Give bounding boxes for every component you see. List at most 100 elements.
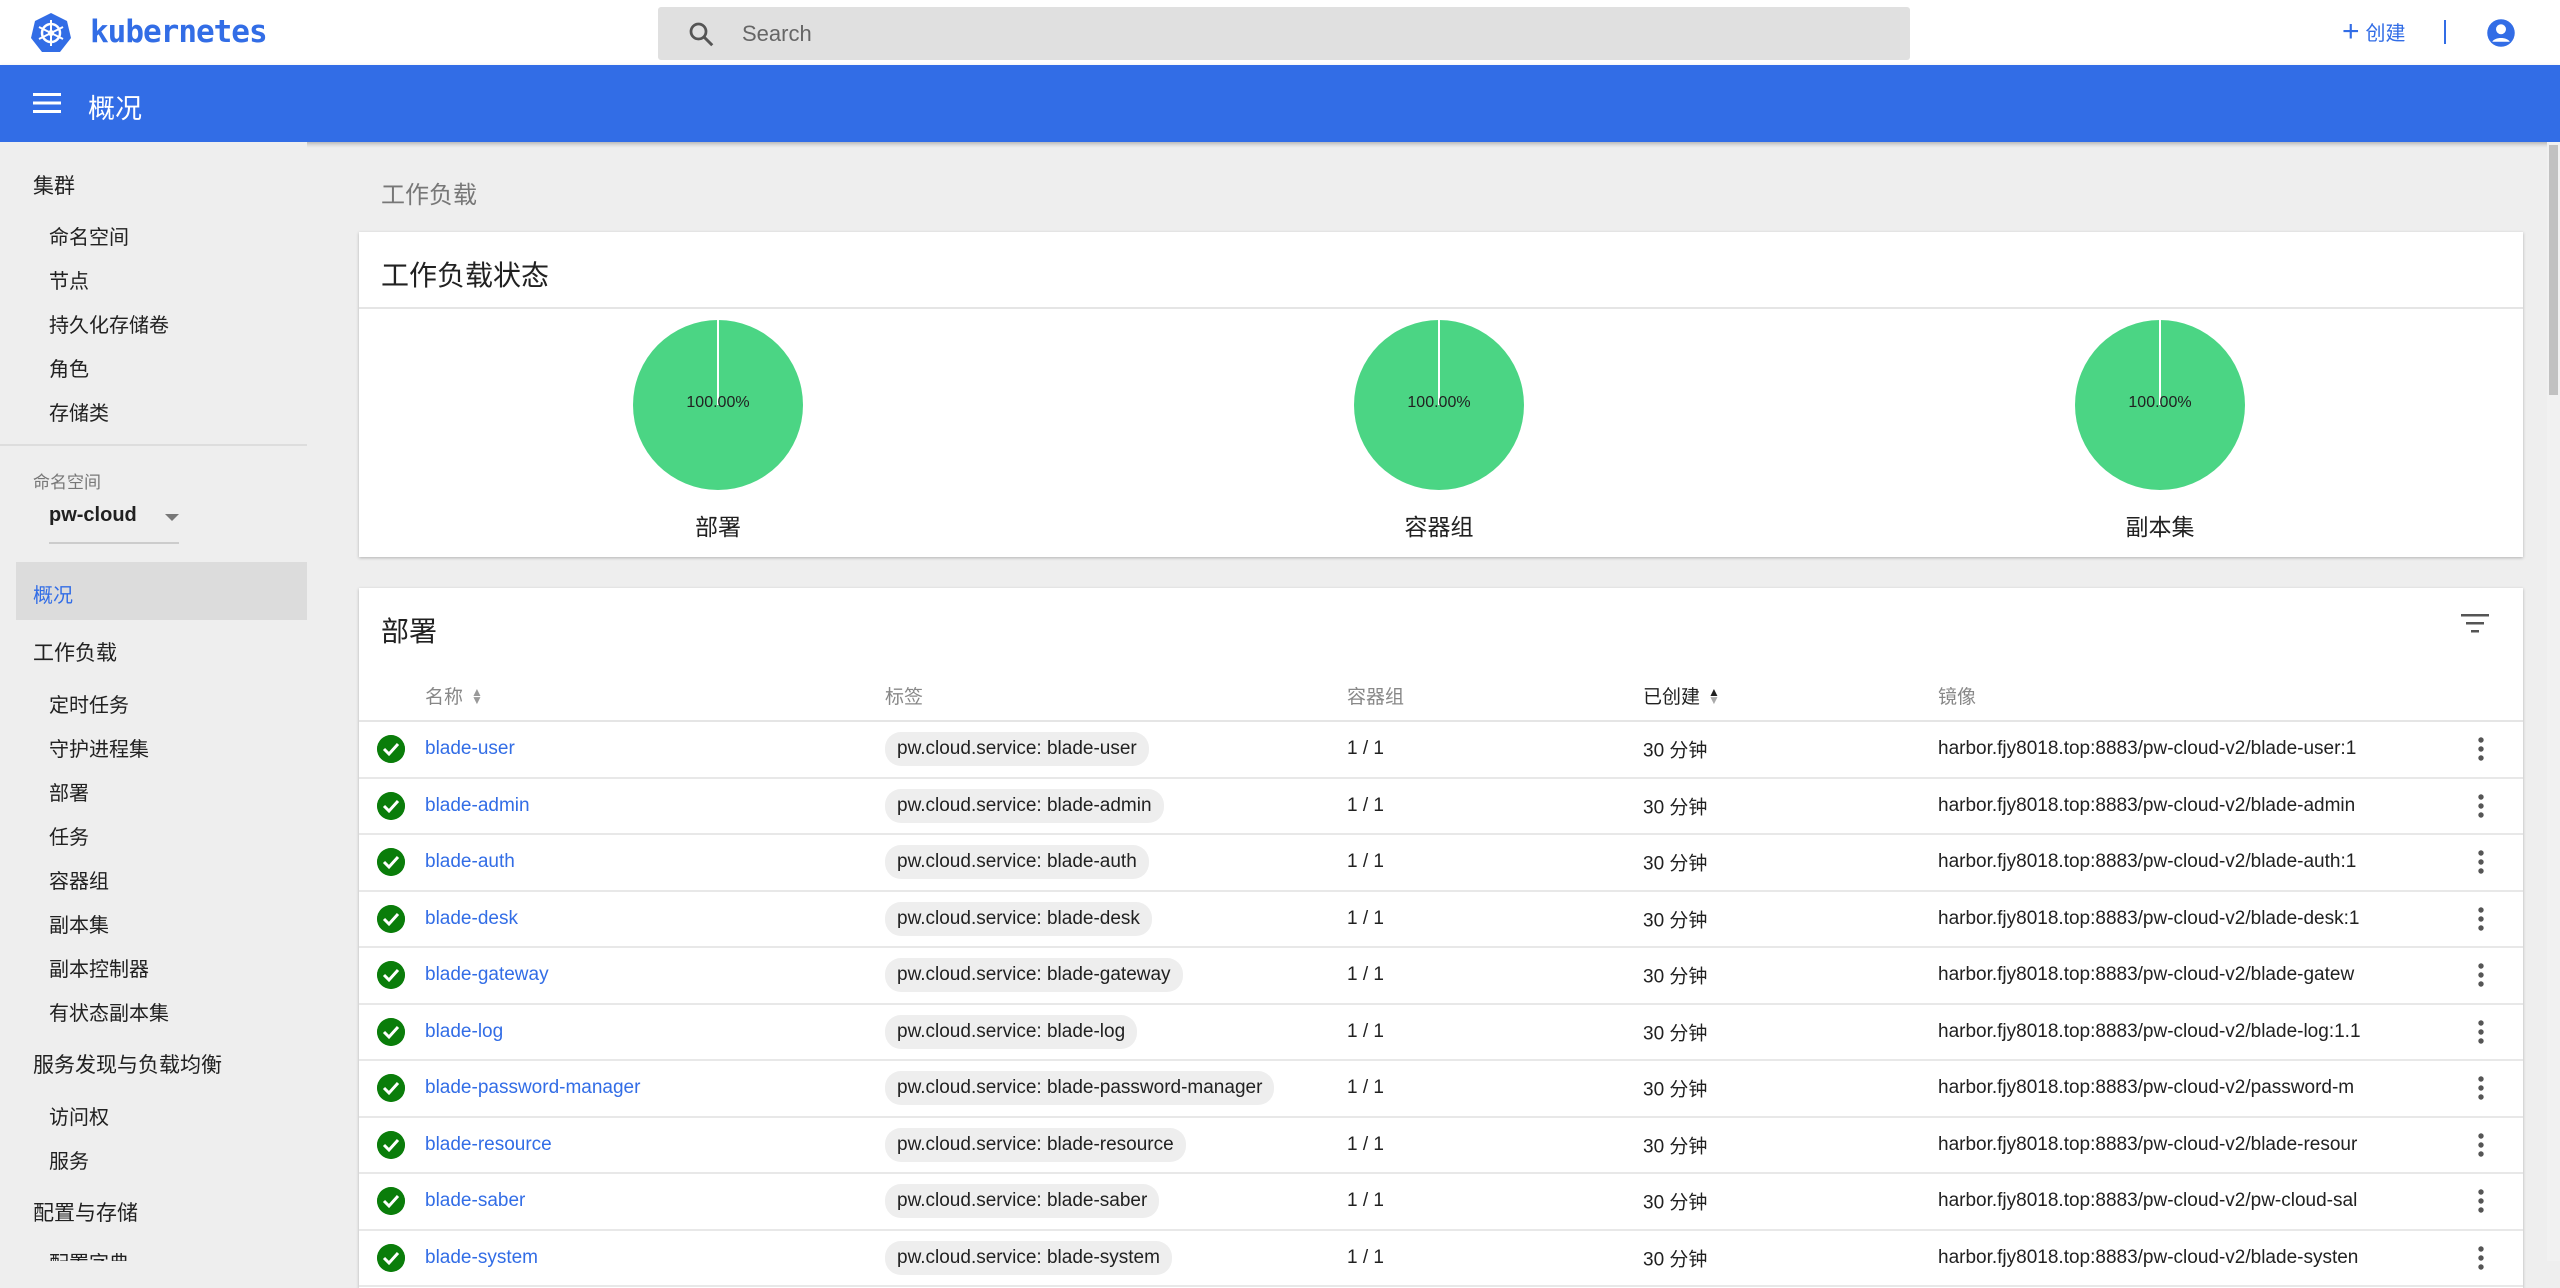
- pie-caption[interactable]: 部署: [695, 514, 741, 540]
- pods-count: 1 / 1: [1347, 1133, 1384, 1155]
- sidebar-item-services[interactable]: 服务: [49, 1151, 89, 1173]
- label-chip: pw.cloud.service: blade-user: [885, 732, 1149, 767]
- image-name: harbor.fjy8018.top:8883/pw-cloud-v2/blad…: [1938, 794, 2356, 816]
- sidebar: 集群 命名空间 节点 持久化存储卷 角色 存储类 命名空间 pw-cloud 概…: [0, 142, 307, 1261]
- table-row[interactable]: blade-resource pw.cloud.service: blade-r…: [359, 1118, 2523, 1174]
- scrollbar-thumb[interactable]: [2549, 145, 2558, 395]
- sidebar-item-replication-controllers[interactable]: 副本控制器: [49, 959, 149, 981]
- column-header-pods: 容器组: [1347, 687, 1405, 708]
- workload-status-card: 工作负载状态 100.00% 部署 100.00% 容器组 100.00% 副本…: [359, 232, 2523, 557]
- status-ok-icon: [377, 1130, 405, 1159]
- created-age: 30 分钟: [1643, 797, 1708, 819]
- pods-count: 1 / 1: [1347, 1077, 1384, 1099]
- column-header-name[interactable]: 名称 ▲ ▼: [425, 682, 483, 709]
- top-bar: kubernetes +创建: [0, 0, 2560, 65]
- table-row[interactable]: blade-gateway pw.cloud.service: blade-ga…: [359, 948, 2523, 1005]
- menu-icon[interactable]: [33, 92, 61, 114]
- more-options-icon[interactable]: [2477, 906, 2485, 932]
- more-options-icon[interactable]: [2477, 1075, 2485, 1101]
- sidebar-section-config[interactable]: 配置与存储: [33, 1202, 138, 1225]
- sidebar-item-daemon-sets[interactable]: 守护进程集: [49, 739, 149, 761]
- table-row[interactable]: blade-desk pw.cloud.service: blade-desk …: [359, 892, 2523, 948]
- deployment-name-link[interactable]: blade-password-manager: [425, 1077, 641, 1099]
- more-options-icon[interactable]: [2477, 1019, 2485, 1045]
- image-name: harbor.fjy8018.top:8883/pw-cloud-v2/blad…: [1938, 1020, 2361, 1042]
- sort-icon: ▲ ▼: [471, 684, 483, 707]
- image-name: harbor.fjy8018.top:8883/pw-cloud-v2/blad…: [1938, 1246, 2359, 1268]
- search-input[interactable]: [742, 20, 1742, 47]
- sidebar-section-cluster[interactable]: 集群: [33, 175, 75, 198]
- table-row[interactable]: blade-saber pw.cloud.service: blade-sabe…: [359, 1174, 2523, 1231]
- column-header-created[interactable]: 已创建 ▲ ▼: [1643, 682, 1720, 709]
- deployment-name-link[interactable]: blade-user: [425, 738, 515, 760]
- create-button[interactable]: + 创建: [2342, 16, 2406, 46]
- sidebar-item-deployments[interactable]: 部署: [49, 783, 89, 805]
- label-chip: pw.cloud.service: blade-resource: [885, 1127, 1186, 1162]
- header-label: 名称: [425, 687, 464, 708]
- deployment-name-link[interactable]: blade-auth: [425, 851, 515, 873]
- created-age: 30 分钟: [1643, 853, 1708, 875]
- sidebar-item-storage-classes[interactable]: 存储类: [49, 403, 109, 425]
- status-ok-icon: [377, 791, 405, 820]
- more-options-icon[interactable]: [2477, 962, 2485, 988]
- sidebar-item-nodes[interactable]: 节点: [49, 271, 89, 293]
- namespace-value: pw-cloud: [49, 504, 137, 526]
- column-header-labels: 标签: [885, 687, 924, 708]
- brand-name[interactable]: kubernetes: [90, 14, 268, 50]
- status-ok-icon: [377, 904, 405, 933]
- created-age: 30 分钟: [1643, 966, 1708, 988]
- more-options-icon[interactable]: [2477, 849, 2485, 875]
- table-row[interactable]: blade-user pw.cloud.service: blade-user …: [359, 722, 2523, 779]
- deployment-name-link[interactable]: blade-resource: [425, 1133, 552, 1155]
- sidebar-item-ingresses[interactable]: 访问权: [49, 1107, 109, 1129]
- deployment-name-link[interactable]: blade-gateway: [425, 964, 549, 986]
- table-row[interactable]: blade-auth pw.cloud.service: blade-auth …: [359, 835, 2523, 892]
- deployment-name-link[interactable]: blade-system: [425, 1246, 538, 1268]
- pie-caption[interactable]: 副本集: [2125, 514, 2195, 540]
- label-chip: pw.cloud.service: blade-auth: [885, 845, 1149, 880]
- sidebar-item-overview[interactable]: 概况: [16, 562, 307, 620]
- sidebar-section-discovery[interactable]: 服务发现与负载均衡: [33, 1054, 222, 1077]
- sidebar-item-persistent-volumes[interactable]: 持久化存储卷: [49, 315, 169, 337]
- kubernetes-logo-icon[interactable]: [30, 12, 72, 54]
- label-chip: pw.cloud.service: blade-saber: [885, 1184, 1160, 1219]
- search-bar[interactable]: [658, 7, 1910, 60]
- sidebar-item-pods[interactable]: 容器组: [49, 871, 109, 893]
- account-icon[interactable]: [2486, 18, 2516, 48]
- sidebar-item-roles[interactable]: 角色: [49, 359, 89, 381]
- created-age: 30 分钟: [1643, 1136, 1708, 1158]
- deployment-name-link[interactable]: blade-desk: [425, 907, 518, 929]
- deployment-name-link[interactable]: blade-log: [425, 1020, 504, 1042]
- sidebar-section-workloads[interactable]: 工作负载: [33, 642, 117, 665]
- overview-label: 概况: [33, 585, 73, 607]
- sidebar-item-config-maps[interactable]: 配置字典: [49, 1247, 129, 1261]
- more-options-icon[interactable]: [2477, 736, 2485, 762]
- more-options-icon[interactable]: [2477, 1188, 2485, 1214]
- sidebar-item-replica-sets[interactable]: 副本集: [49, 915, 109, 937]
- table-row[interactable]: blade-log pw.cloud.service: blade-log 1 …: [359, 1005, 2523, 1061]
- card-title: 部署: [381, 616, 438, 647]
- image-name: harbor.fjy8018.top:8883/pw-cloud-v2/pass…: [1938, 1077, 2355, 1099]
- table-row[interactable]: blade-system pw.cloud.service: blade-sys…: [359, 1231, 2523, 1287]
- deployment-name-link[interactable]: blade-admin: [425, 794, 530, 816]
- filter-icon[interactable]: [2461, 612, 2489, 634]
- pie-chart: [633, 320, 803, 490]
- more-options-icon[interactable]: [2477, 1132, 2485, 1158]
- sidebar-item-namespaces[interactable]: 命名空间: [49, 227, 129, 249]
- create-label: 创建: [2365, 23, 2406, 45]
- more-options-icon[interactable]: [2477, 1245, 2485, 1271]
- sidebar-item-jobs[interactable]: 任务: [49, 827, 89, 849]
- deployment-name-link[interactable]: blade-saber: [425, 1190, 526, 1212]
- header-label: 已创建: [1643, 687, 1701, 708]
- sidebar-item-stateful-sets[interactable]: 有状态副本集: [49, 1003, 169, 1025]
- table-row[interactable]: blade-admin pw.cloud.service: blade-admi…: [359, 779, 2523, 835]
- scrollbar[interactable]: [2547, 142, 2560, 1261]
- namespace-select[interactable]: pw-cloud: [49, 504, 179, 544]
- sidebar-item-cron-jobs[interactable]: 定时任务: [49, 695, 129, 717]
- more-options-icon[interactable]: [2477, 793, 2485, 819]
- table-row[interactable]: blade-password-manager pw.cloud.service:…: [359, 1061, 2523, 1118]
- pie-caption[interactable]: 容器组: [1404, 514, 1474, 540]
- status-ok-icon: [377, 1074, 405, 1103]
- pods-count: 1 / 1: [1347, 907, 1384, 929]
- image-name: harbor.fjy8018.top:8883/pw-cloud-v2/blad…: [1938, 964, 2355, 986]
